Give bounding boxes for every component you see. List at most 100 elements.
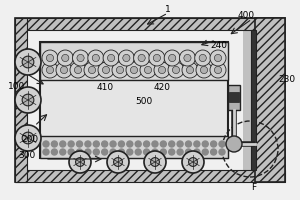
Circle shape	[51, 141, 57, 147]
Circle shape	[42, 50, 58, 66]
Circle shape	[74, 66, 82, 74]
Circle shape	[152, 149, 158, 155]
Circle shape	[68, 149, 74, 155]
Circle shape	[200, 66, 208, 74]
Circle shape	[112, 62, 128, 78]
Circle shape	[127, 141, 133, 147]
Circle shape	[210, 62, 226, 78]
Circle shape	[169, 149, 175, 155]
Bar	[229, 92, 239, 102]
Circle shape	[43, 149, 49, 155]
Circle shape	[226, 136, 242, 152]
Circle shape	[211, 149, 217, 155]
Text: 410: 410	[96, 83, 114, 92]
Circle shape	[88, 66, 96, 74]
Circle shape	[202, 141, 208, 147]
Circle shape	[185, 141, 191, 147]
Circle shape	[43, 141, 49, 147]
Text: 100: 100	[8, 82, 25, 90]
Bar	[228, 85, 240, 110]
Circle shape	[118, 141, 124, 147]
Text: F: F	[251, 184, 256, 192]
Text: 240: 240	[211, 42, 227, 50]
Circle shape	[135, 149, 141, 155]
Circle shape	[194, 141, 200, 147]
Circle shape	[149, 50, 165, 66]
Circle shape	[118, 149, 124, 155]
Circle shape	[164, 50, 180, 66]
Circle shape	[211, 141, 217, 147]
Bar	[15, 18, 255, 30]
Circle shape	[76, 149, 82, 155]
Bar	[15, 18, 27, 182]
Circle shape	[110, 141, 116, 147]
Circle shape	[169, 54, 176, 62]
Text: 500: 500	[135, 98, 153, 106]
Circle shape	[62, 54, 69, 62]
Circle shape	[57, 50, 73, 66]
Circle shape	[144, 141, 150, 147]
Circle shape	[196, 62, 212, 78]
Bar	[251, 30, 256, 170]
Circle shape	[51, 149, 57, 155]
Circle shape	[103, 50, 119, 66]
Circle shape	[84, 62, 100, 78]
Bar	[15, 170, 285, 182]
Circle shape	[177, 149, 183, 155]
Circle shape	[60, 141, 66, 147]
Circle shape	[69, 151, 91, 173]
Circle shape	[160, 149, 166, 155]
Text: 400: 400	[237, 11, 255, 21]
Circle shape	[179, 50, 196, 66]
Bar	[40, 136, 228, 158]
Circle shape	[184, 54, 191, 62]
Circle shape	[210, 50, 226, 66]
Circle shape	[177, 141, 183, 147]
Circle shape	[56, 62, 72, 78]
Circle shape	[158, 66, 166, 74]
Circle shape	[169, 141, 175, 147]
Circle shape	[102, 149, 108, 155]
Circle shape	[77, 54, 84, 62]
Circle shape	[93, 149, 99, 155]
Circle shape	[15, 125, 41, 151]
Circle shape	[42, 62, 58, 78]
Circle shape	[182, 151, 204, 173]
Circle shape	[135, 141, 141, 147]
Circle shape	[172, 66, 180, 74]
Circle shape	[107, 54, 115, 62]
Circle shape	[102, 141, 108, 147]
Circle shape	[116, 66, 124, 74]
Circle shape	[185, 149, 191, 155]
Circle shape	[93, 141, 99, 147]
Circle shape	[70, 62, 86, 78]
Circle shape	[15, 49, 41, 75]
Circle shape	[219, 149, 225, 155]
Circle shape	[123, 54, 130, 62]
Circle shape	[15, 87, 41, 113]
Circle shape	[214, 66, 222, 74]
Bar	[40, 42, 228, 80]
Circle shape	[76, 158, 84, 166]
Circle shape	[102, 66, 110, 74]
Circle shape	[138, 54, 145, 62]
Circle shape	[144, 149, 150, 155]
Circle shape	[76, 141, 82, 147]
Text: 300: 300	[18, 152, 36, 160]
Circle shape	[60, 149, 66, 155]
Text: 200: 200	[21, 136, 39, 144]
Circle shape	[110, 149, 116, 155]
Circle shape	[214, 54, 222, 62]
Bar	[40, 42, 228, 158]
Circle shape	[22, 56, 34, 68]
Circle shape	[73, 50, 88, 66]
Circle shape	[151, 158, 159, 166]
Text: 1: 1	[165, 5, 171, 15]
Circle shape	[46, 66, 54, 74]
Circle shape	[144, 66, 152, 74]
Circle shape	[154, 62, 170, 78]
Circle shape	[195, 50, 211, 66]
Circle shape	[219, 141, 225, 147]
Circle shape	[85, 141, 91, 147]
Circle shape	[126, 62, 142, 78]
